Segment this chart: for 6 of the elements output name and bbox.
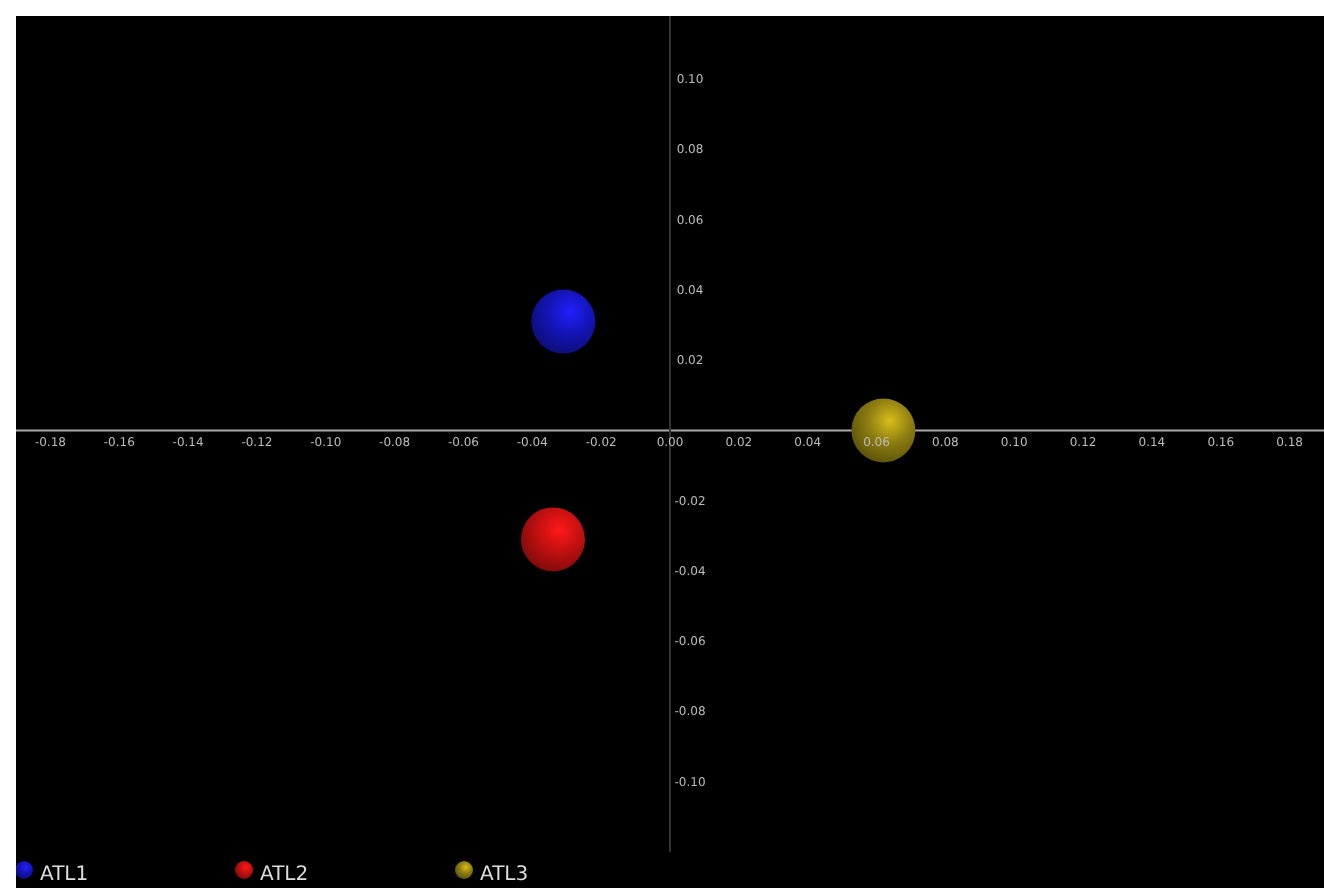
legend-label: ATL3: [480, 864, 529, 886]
legend-label: ATL1: [40, 864, 89, 886]
point: [531, 289, 596, 354]
point: [520, 507, 585, 572]
legend-label: ATL2: [260, 864, 309, 886]
point: [851, 398, 916, 463]
